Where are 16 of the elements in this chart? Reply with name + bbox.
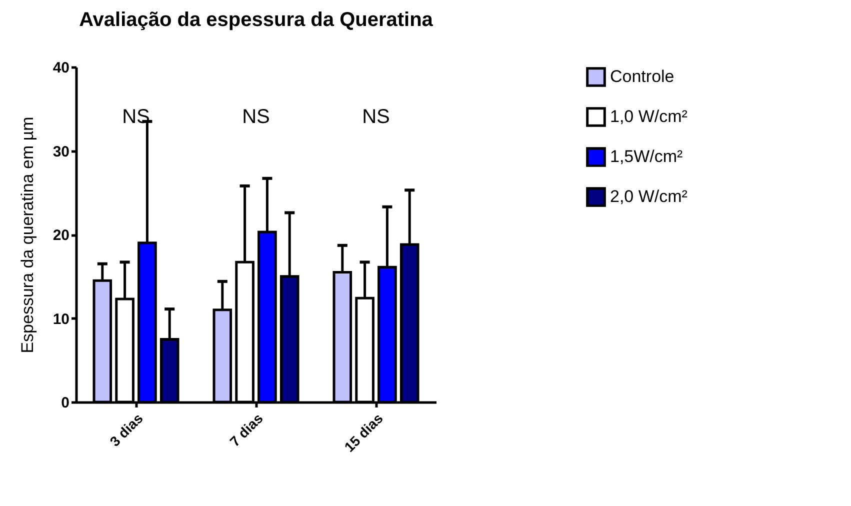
legend-label: Controle (610, 67, 674, 86)
y-axis-title: Espessura da queratina em µm (18, 116, 37, 354)
y-tick-label: 0 (61, 394, 70, 412)
y-tick-label: 20 (52, 227, 70, 244)
y-tick-label: 40 (52, 60, 70, 76)
annotation: NS (242, 106, 270, 128)
annotation: NS (362, 106, 390, 128)
y-tick-label: 30 (52, 143, 70, 160)
legend-label: 1,0 W/cm² (610, 107, 688, 126)
legend-label: 2,0 W/cm² (610, 187, 688, 206)
legend-label: 1,5W/cm² (610, 147, 684, 166)
x-tick-label: 15 dias (341, 410, 386, 455)
x-tick-label: 7 dias (226, 410, 266, 450)
x-tick-label: 3 dias (106, 410, 146, 450)
y-tick-label: 10 (52, 310, 70, 328)
chart-title: Avaliação da espessura da Queratina (79, 9, 434, 31)
